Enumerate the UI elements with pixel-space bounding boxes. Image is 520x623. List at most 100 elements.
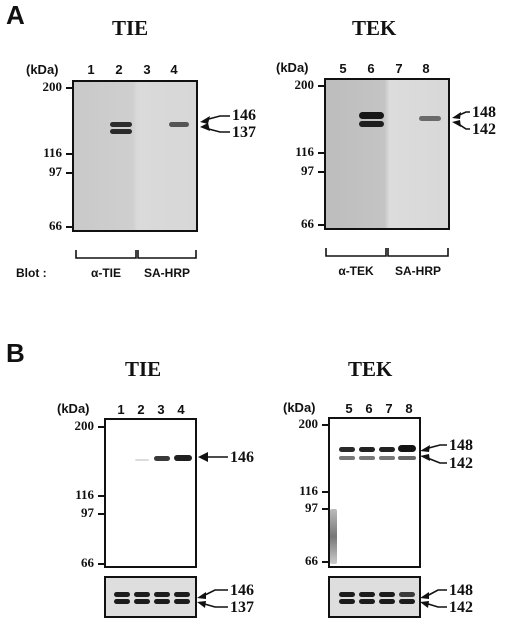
panel-b-tie-tick-116: 116	[75, 487, 94, 502]
panel-a-tie-lane-2: 2	[115, 62, 123, 77]
panel-b-tek-tick-66: 66	[305, 553, 318, 568]
band	[379, 456, 395, 460]
band	[398, 445, 416, 452]
tick-mark	[66, 87, 73, 89]
panel-a-tie-tick-66: 66	[49, 218, 62, 233]
panel-b-tie-tick-97: 97	[81, 505, 94, 520]
band	[174, 599, 190, 604]
band	[359, 456, 375, 460]
panel-b-tek-lower-marker-142: 142	[449, 599, 473, 616]
panel-a-tek-lane-6: 6	[367, 61, 375, 76]
band	[399, 592, 415, 597]
panel-b-tek-title: TEK	[348, 357, 393, 381]
panel-a-tek-lane-5: 5	[339, 61, 347, 76]
panel-b-tie-lower-gel	[104, 576, 197, 618]
panel-a-tek-tick-116: 116	[295, 144, 314, 159]
band	[169, 122, 189, 127]
arrowhead	[452, 112, 461, 119]
panel-b-tek-lane-6: 6	[365, 401, 373, 416]
band	[134, 592, 150, 597]
panel-a-tek-kda-label: (kDa)	[276, 60, 309, 75]
tick-mark	[98, 513, 105, 515]
band	[174, 455, 192, 461]
panel-b-tie-gel	[104, 418, 197, 568]
tick-mark	[322, 508, 329, 510]
bracket-sa-hrp-tek	[387, 248, 449, 257]
smear	[330, 509, 337, 564]
panel-a-tie-marker-146: 146	[232, 107, 256, 124]
tick-mark	[98, 495, 105, 497]
band	[154, 599, 170, 604]
arrow-b-tek-142	[424, 456, 447, 464]
blot-group-alpha-tek: α-TEK	[338, 264, 374, 278]
arrowhead	[197, 601, 206, 608]
panel-a-tek-marker-142: 142	[472, 121, 496, 138]
blot-group-sa-hrp-tek: SA-HRP	[394, 264, 441, 278]
arrow-b-tek-lower-148	[424, 589, 447, 598]
panel-b-tie-title: TIE	[125, 357, 162, 381]
panel-b-tie-kda-label: (kDa)	[57, 401, 90, 416]
panel-b-tek-tick-200: 200	[298, 416, 319, 431]
arrowhead	[420, 601, 429, 608]
band	[359, 112, 384, 119]
panel-b-tie-tick-200: 200	[74, 418, 95, 433]
panel-a-tek-lane-7: 7	[395, 61, 403, 76]
band	[134, 599, 150, 604]
tick-mark	[318, 152, 325, 154]
tick-mark	[318, 224, 325, 226]
band	[339, 592, 355, 597]
bracket-sa-hrp-tie	[137, 250, 197, 259]
panel-a-tek-gel	[324, 78, 450, 230]
band	[419, 116, 441, 121]
band	[379, 447, 395, 452]
blot-group-alpha-tie: α-TIE	[90, 266, 122, 280]
arrow-b-tek-lower-142	[424, 602, 447, 608]
tick-mark	[322, 424, 329, 426]
band	[154, 456, 170, 461]
panel-a-tie-kda-label: (kDa)	[26, 62, 59, 77]
tick-mark	[322, 491, 329, 493]
panel-a-tek-title: TEK	[352, 16, 397, 40]
band	[398, 456, 416, 460]
arrowhead	[200, 123, 210, 131]
band	[339, 447, 355, 452]
arrow-a-tie-146	[204, 115, 230, 121]
bracket-alpha-tie	[75, 250, 137, 259]
tick-mark	[98, 426, 105, 428]
panel-b-tek-tick-97: 97	[305, 500, 318, 515]
panel-b-tek-tick-116: 116	[299, 483, 318, 498]
panel-b-tek-lane-5: 5	[345, 401, 353, 416]
band	[339, 599, 355, 604]
band	[379, 592, 395, 597]
band	[339, 456, 355, 460]
panel-b-tek-gel	[328, 417, 421, 568]
panel-b-tek-lower-gel	[328, 576, 421, 618]
panel-a-tie-lane-4: 4	[170, 62, 178, 77]
arrowhead	[198, 452, 208, 462]
arrow-b-tek-148	[424, 444, 447, 450]
blot-label: Blot :	[16, 266, 47, 280]
arrowhead	[420, 454, 430, 461]
panel-b-tek-kda-label: (kDa)	[283, 400, 316, 415]
panel-b-letter: B	[6, 338, 25, 368]
band	[114, 592, 130, 597]
tick-mark	[318, 85, 325, 87]
panel-a-tek-lane-8: 8	[422, 61, 430, 76]
band	[379, 599, 395, 604]
panel-b-tek-marker-148: 148	[449, 437, 473, 454]
panel-a-tie-tick-200: 200	[42, 79, 63, 94]
tick-mark	[322, 561, 329, 563]
tick-mark	[66, 153, 73, 155]
panel-a-tek-tick-97: 97	[301, 163, 314, 178]
panel-a-tek-marker-148: 148	[472, 104, 496, 121]
panel-a-tek-tick-66: 66	[301, 216, 314, 231]
band	[359, 447, 375, 452]
blot-group-sa-hrp-tie: SA-HRP	[143, 266, 190, 280]
panel-b-tie-lane-4: 4	[177, 402, 185, 417]
band	[174, 592, 190, 597]
panel-b-tie-lane-3: 3	[157, 402, 165, 417]
panel-b-tie-lower-marker-137: 137	[230, 599, 254, 616]
tick-mark	[98, 563, 105, 565]
panel-b-tek-marker-142: 142	[449, 455, 473, 472]
